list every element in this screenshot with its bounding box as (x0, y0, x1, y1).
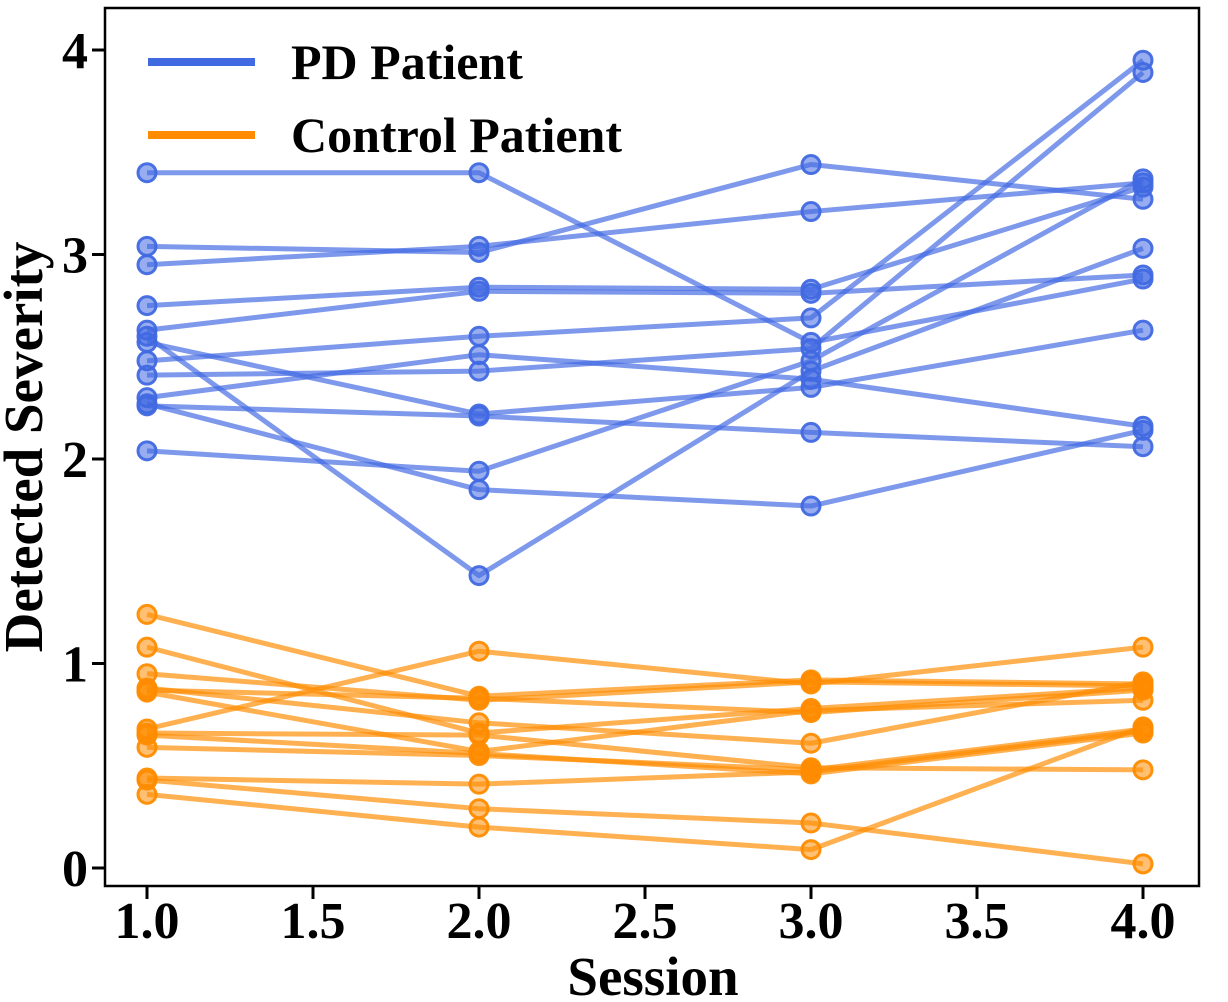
control-data-point-marker (800, 700, 822, 722)
control-data-point-marker (136, 736, 158, 758)
control-series-line (146, 644, 1144, 732)
pd-data-point-marker (136, 440, 158, 462)
control-series-line (146, 730, 1144, 773)
pd-data-point-marker (468, 325, 490, 347)
pd-data-point-marker (468, 162, 490, 184)
pd-data-point-marker (1132, 319, 1154, 341)
control-data-point-marker (468, 724, 490, 746)
y-tick-label: 0 (62, 841, 88, 898)
control-data-point-marker (1132, 636, 1154, 658)
pd-data-point-marker (800, 421, 822, 443)
control-data-point-marker (800, 732, 822, 754)
pd-data-point-marker (800, 154, 822, 176)
control-data-point-marker (468, 773, 490, 795)
x-tick-label: 3.0 (779, 893, 844, 950)
legend-label-control: Control Patient (291, 107, 622, 163)
x-tick-label: 1.0 (115, 893, 180, 950)
pd-data-point-marker (136, 325, 158, 347)
x-tick-label: 3.5 (945, 893, 1010, 950)
y-axis: 0 1 2 3 4 (62, 23, 105, 898)
plot-border (103, 6, 1201, 888)
pd-series-line (146, 58, 1145, 364)
pd-series-line (146, 401, 1144, 509)
series-layer (136, 49, 1154, 875)
y-tick-label: 2 (62, 432, 88, 489)
pd-data-point-marker (468, 235, 490, 257)
pd-data-point-marker (136, 162, 158, 184)
pd-data-point-marker (800, 282, 822, 304)
y-tick-label: 4 (62, 23, 88, 80)
pd-data-point-marker (136, 254, 158, 276)
control-data-point-marker (136, 677, 158, 699)
control-data-point-marker (1132, 759, 1154, 781)
pd-series-line (146, 272, 1144, 333)
control-data-point-marker (136, 636, 158, 658)
pd-data-point-marker (1132, 419, 1154, 441)
pd-data-point-marker (1132, 61, 1154, 83)
pd-data-point-marker (800, 350, 822, 372)
control-series-line (146, 728, 1144, 787)
control-data-point-marker (1132, 689, 1154, 711)
control-data-point-marker (468, 687, 490, 709)
pd-data-point-marker (136, 393, 158, 415)
legend-label-pd: PD Patient (291, 34, 523, 90)
control-data-point-marker (800, 812, 822, 834)
control-data-point-marker (800, 673, 822, 695)
x-tick-label: 1.5 (281, 893, 346, 950)
y-axis-label: Detected Severity (0, 242, 54, 653)
pd-series-line (145, 246, 1144, 579)
pd-data-point-marker (1132, 264, 1154, 286)
pd-data-point-marker (800, 307, 822, 329)
pd-data-point-marker (1132, 168, 1154, 190)
legend: PD Patient Control Patient (148, 34, 622, 163)
pd-data-point-marker (136, 364, 158, 386)
pd-series-line (146, 176, 1145, 474)
pd-data-point-marker (468, 344, 490, 366)
control-data-point-marker (800, 839, 822, 861)
pd-data-point-marker (468, 280, 490, 302)
pd-data-point-marker (468, 403, 490, 425)
control-series-line (146, 777, 1144, 867)
pd-data-point-marker (136, 235, 158, 257)
pd-data-point-marker (468, 565, 490, 587)
pd-data-point-marker (136, 295, 158, 317)
pd-series-line (146, 403, 1144, 450)
control-series-line (146, 671, 1144, 703)
control-data-point-marker (136, 603, 158, 625)
y-tick-label: 1 (62, 637, 88, 694)
x-tick-label: 2.0 (447, 893, 512, 950)
pd-data-point-marker (468, 460, 490, 482)
pd-series-line (146, 180, 1144, 268)
control-data-point-marker (1132, 853, 1154, 875)
y-tick-label: 3 (62, 228, 88, 285)
pd-series-line (146, 184, 1144, 309)
x-axis: 1.0 1.5 2.0 2.5 3.0 3.5 4.0 (115, 886, 1176, 950)
series-lines (145, 58, 1145, 867)
control-data-point-marker (1132, 671, 1154, 693)
control-data-point-marker (1132, 716, 1154, 738)
control-series-line (146, 687, 1144, 716)
x-axis-label: Session (567, 946, 738, 1002)
pd-data-point-marker (1132, 237, 1154, 259)
control-data-point-marker (136, 783, 158, 805)
control-data-point-marker (468, 640, 490, 662)
series-markers (136, 49, 1154, 875)
control-data-point-marker (468, 816, 490, 838)
x-tick-label: 2.5 (613, 893, 678, 950)
pd-series-line (146, 70, 1145, 378)
control-data-point-marker (468, 745, 490, 767)
control-data-point-marker (468, 798, 490, 820)
control-series-line (146, 724, 1144, 853)
control-series-line (146, 679, 1144, 746)
pd-data-point-marker (468, 479, 490, 501)
pd-data-point-marker (800, 495, 822, 517)
pd-series-line (146, 352, 1144, 429)
pd-data-point-marker (800, 201, 822, 223)
x-tick-label: 4.0 (1111, 893, 1176, 950)
pd-series-line (146, 162, 1144, 255)
control-data-point-marker (800, 761, 822, 783)
